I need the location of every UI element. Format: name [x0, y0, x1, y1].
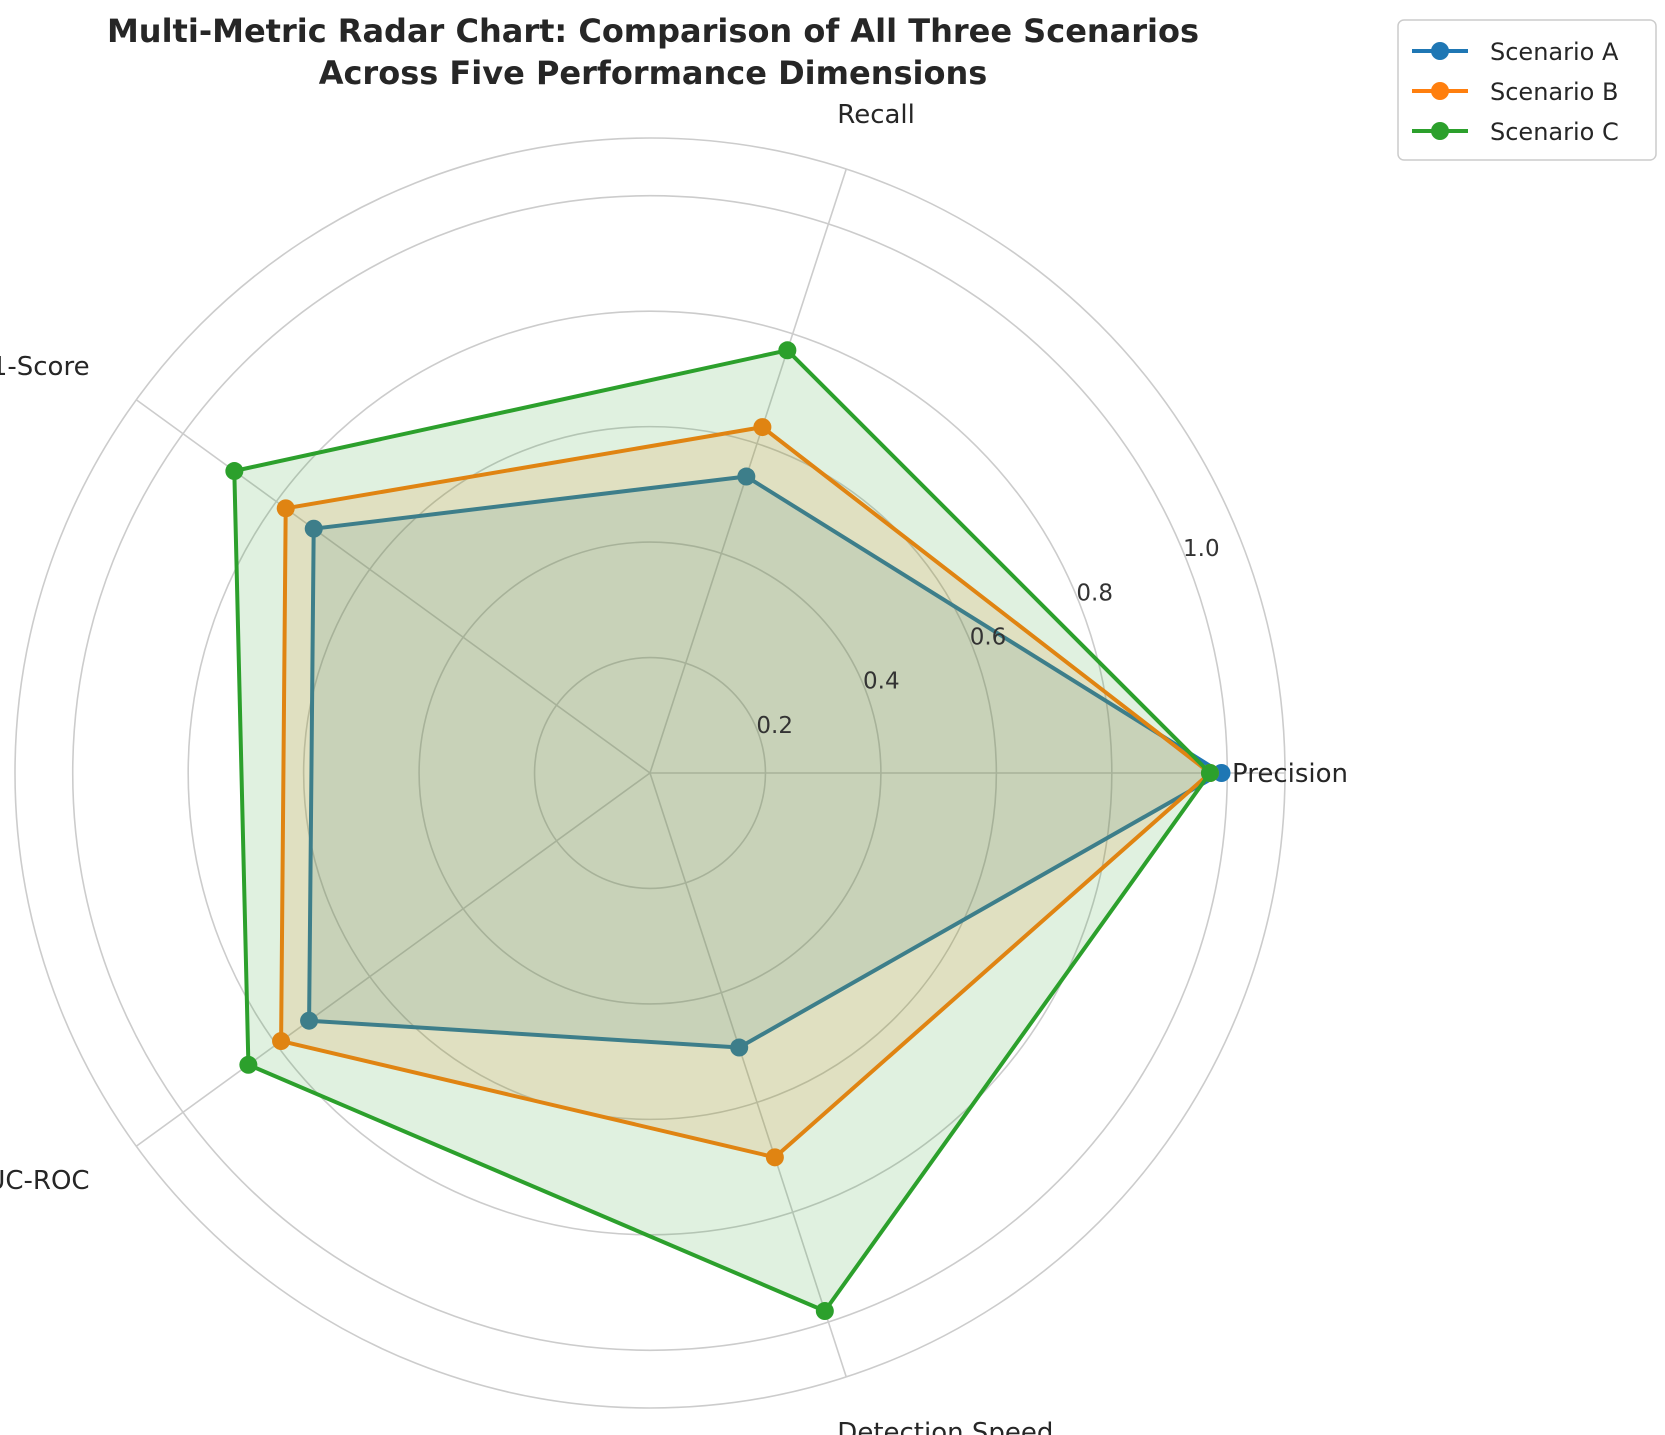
- r-tick-label: 0.8: [1076, 580, 1113, 606]
- series-fill: [281, 427, 1211, 1158]
- data-point: [778, 341, 797, 360]
- data-point: [239, 1055, 258, 1074]
- chart-title-line-1: Multi-Metric Radar Chart: Comparison of …: [107, 12, 1199, 50]
- legend-label: Scenario C: [1490, 118, 1619, 146]
- legend-label: Scenario B: [1490, 78, 1618, 106]
- data-point: [730, 1038, 749, 1057]
- r-tick-label: 0.2: [756, 713, 793, 739]
- data-point: [765, 1148, 784, 1167]
- data-point: [300, 1011, 319, 1030]
- legend-swatch-marker: [1431, 42, 1449, 60]
- legend-swatch-marker: [1431, 122, 1449, 140]
- grid-spoke: [649, 772, 847, 1378]
- data-point: [225, 462, 244, 481]
- axis-label: F1-Score: [0, 352, 90, 382]
- data-point: [753, 418, 772, 437]
- axis-labels: 0.2 0.4 0.6 0.8 1.0 Precision Recall F1-Score AU…: [0, 100, 1348, 1435]
- series-line: [307, 474, 1224, 1050]
- legend-frame: [1397, 19, 1657, 161]
- r-tick-label: 0.4: [863, 669, 900, 695]
- data-point: [737, 467, 756, 486]
- series-layer: [225, 341, 1231, 1321]
- legend: Scenario A Scenario B Scenario C: [1397, 19, 1657, 161]
- axis-label: Precision: [1232, 759, 1348, 789]
- axis-label: AUC-ROC: [0, 1166, 90, 1196]
- chart-title-line-2: Across Five Performance Dimensions: [319, 54, 988, 92]
- data-point: [1200, 764, 1219, 782]
- data-point: [815, 1302, 834, 1321]
- grid-spoke: [135, 399, 651, 774]
- series-fill: [234, 350, 1211, 1311]
- axis-label: Detection Speed: [837, 1418, 1053, 1435]
- data-point: [304, 519, 323, 538]
- grid-spoke: [135, 772, 651, 1147]
- series-line: [279, 425, 1212, 1160]
- series-line: [232, 348, 1212, 1313]
- legend-label: Scenario A: [1490, 38, 1619, 66]
- axis-label: Recall: [837, 100, 915, 130]
- data-point: [272, 1032, 291, 1051]
- data-point: [276, 499, 295, 518]
- legend-swatch-marker: [1431, 82, 1449, 100]
- series-fill: [309, 476, 1222, 1048]
- r-tick-label: 0.6: [970, 624, 1007, 650]
- r-tick-label: 1.0: [1183, 536, 1220, 562]
